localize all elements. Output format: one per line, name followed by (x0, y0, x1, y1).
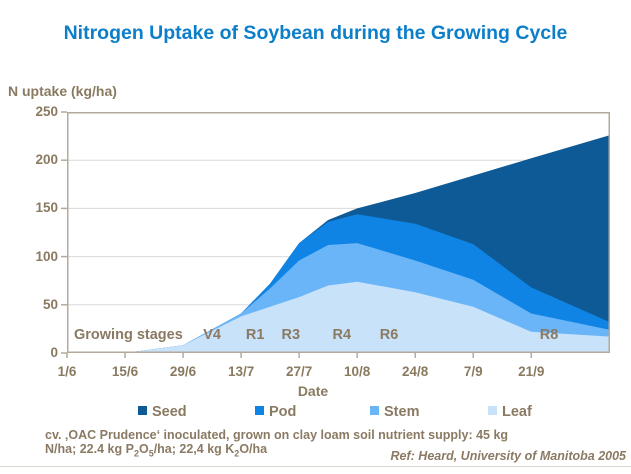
footer-seg: N/ha; 22.4 kg P (45, 442, 134, 456)
plot-frame (67, 112, 610, 353)
stage-label-v4: V4 (203, 327, 221, 343)
growing-stages-caption: Growing stages (74, 327, 183, 343)
y-tick-label: 250 (35, 104, 58, 119)
legend-item-leaf: Leaf (488, 404, 532, 420)
footer-seg: /ha; 22,4 kg K (153, 442, 235, 456)
stage-label-r4: R4 (332, 327, 352, 343)
legend-item-pod: Pod (255, 404, 296, 420)
legend-swatch-stem (370, 406, 379, 415)
stage-label-r1: R1 (245, 327, 265, 343)
legend-label: Stem (384, 404, 420, 420)
x-tick-label: 7/9 (463, 364, 483, 379)
legend-swatch-seed (138, 406, 147, 415)
footer-sub: 2 (133, 448, 139, 459)
footer-sub: 5 (148, 448, 154, 459)
y-tick-label: 0 (50, 345, 58, 360)
stage-label-r8: R8 (539, 327, 559, 343)
y-tick-label: 150 (35, 200, 58, 216)
footer-seg: O (138, 442, 149, 456)
x-axis-title: Date (297, 383, 329, 399)
x-tick-label: 29/6 (169, 364, 197, 379)
legend-swatch-leaf (488, 406, 497, 415)
x-tick-label: 13/7 (227, 364, 255, 379)
area-leaf (67, 281, 610, 353)
legend-swatch-pod (255, 406, 264, 415)
legend-label: Leaf (502, 404, 532, 420)
y-tick-label: 200 (35, 152, 58, 168)
stage-label-r6: R6 (379, 327, 399, 343)
stacked-area-chart (61, 111, 610, 358)
footer-sub: 2 (234, 448, 240, 459)
x-tick-label: 21/9 (518, 364, 545, 379)
x-tick-label: 1/6 (57, 364, 77, 379)
y-axis-title: N uptake (kg/ha) (8, 83, 117, 99)
y-tick-label: 100 (35, 248, 58, 264)
chart-title: Nitrogen Uptake of Soybean during the Gr… (63, 22, 568, 44)
x-tick-label: 10/8 (344, 364, 371, 379)
legend-label: Pod (269, 404, 297, 420)
legend-label: Seed (152, 404, 187, 420)
y-tick-label: 50 (42, 296, 58, 312)
bottom-divider-line (0, 466, 631, 467)
x-tick-label: 27/7 (285, 364, 313, 379)
footer-line-2: N/ha; 22.4 kg P2O5/ha; 22,4 kg K2O/ha (45, 442, 605, 459)
x-tick-label: 24/8 (402, 364, 429, 379)
legend-item-stem: Stem (370, 404, 419, 420)
plot-area (61, 111, 610, 358)
footer-line-1: cv. ‚OAC Prudence‘ inoculated, grown on … (45, 428, 509, 442)
footer-seg: O/ha (239, 442, 268, 456)
stage-label-r3: R3 (281, 327, 301, 343)
reference-text: Ref: Heard, University of Manitoba 2005 (390, 449, 626, 463)
legend-item-seed: Seed (138, 404, 187, 420)
x-tick-label: 15/6 (111, 364, 139, 379)
